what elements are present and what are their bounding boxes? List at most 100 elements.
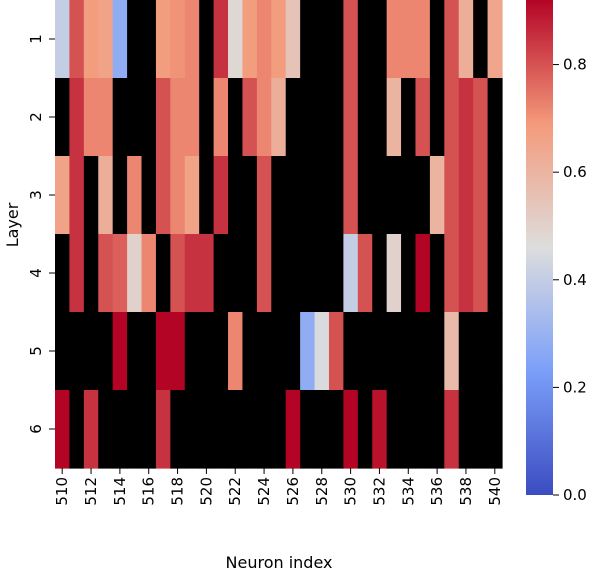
heatmap-cell	[328, 390, 344, 469]
heatmap-cell	[213, 312, 229, 391]
heatmap-cell	[141, 0, 157, 79]
heatmap-cell	[415, 390, 431, 469]
colorbar-tick-label: 0.8	[563, 56, 587, 74]
heatmap-cell	[444, 156, 460, 235]
heatmap-cell	[429, 390, 445, 469]
heatmap-cell	[271, 78, 287, 157]
heatmap-cell	[98, 390, 114, 469]
heatmap-cell	[170, 0, 186, 79]
heatmap-cell	[487, 78, 503, 157]
heatmap-cell	[458, 156, 474, 235]
heatmap-cell	[112, 312, 128, 391]
heatmap-cell	[314, 78, 330, 157]
heatmap-cell	[357, 312, 373, 391]
heatmap-cell	[314, 0, 330, 79]
heatmap-cell	[170, 78, 186, 157]
heatmap-cell	[98, 312, 114, 391]
heatmap-cell	[300, 78, 316, 157]
colorbar-tick-label: 0.6	[563, 163, 587, 181]
heatmap-cell	[213, 78, 229, 157]
heatmap-cell	[184, 390, 200, 469]
heatmap-cell	[343, 0, 359, 79]
heatmap-cell	[69, 78, 85, 157]
heatmap-cell	[112, 234, 128, 313]
heatmap-cell	[141, 156, 157, 235]
heatmap-cell	[444, 234, 460, 313]
heatmap-cell	[285, 78, 301, 157]
x-tick-label: 516	[140, 477, 158, 506]
heatmap-cell	[184, 78, 200, 157]
x-axis-ticks: 510 512 514 516 518 520 522 524 526 528 530 532 534 5…	[53, 468, 504, 506]
heatmap-cell	[127, 156, 143, 235]
heatmap-cell	[184, 0, 200, 79]
heatmap-cell	[444, 0, 460, 79]
heatmap-cell	[199, 156, 215, 235]
y-tick-label: 2	[27, 112, 45, 122]
heatmap-cell	[199, 78, 215, 157]
heatmap-cell	[386, 0, 402, 79]
heatmap-cell	[213, 234, 229, 313]
heatmap-cell	[285, 390, 301, 469]
heatmap-cell	[487, 0, 503, 79]
heatmap-cell	[401, 78, 417, 157]
heatmap-cell	[429, 78, 445, 157]
heatmap-cell	[112, 156, 128, 235]
heatmap-cell	[386, 234, 402, 313]
heatmap-cell	[473, 390, 489, 469]
heatmap-cell	[429, 156, 445, 235]
heatmap-cell	[386, 78, 402, 157]
heatmap-cell	[357, 78, 373, 157]
heatmap-cell	[372, 156, 388, 235]
heatmap-cell	[242, 234, 258, 313]
heatmap-cell	[401, 390, 417, 469]
heatmap-cell	[83, 234, 99, 313]
x-tick-label: 532	[370, 477, 388, 506]
heatmap-cell	[242, 156, 258, 235]
heatmap-cell	[242, 78, 258, 157]
heatmap-cell	[112, 390, 128, 469]
heatmap-cell	[372, 0, 388, 79]
x-tick-label: 522	[226, 477, 244, 506]
heatmap-cell	[328, 234, 344, 313]
heatmap-cell	[55, 390, 71, 469]
heatmap-cell	[285, 234, 301, 313]
heatmap-cell	[328, 78, 344, 157]
heatmap-cell	[458, 390, 474, 469]
heatmap-cell	[228, 312, 244, 391]
heatmap-cell	[372, 312, 388, 391]
heatmap-cell	[271, 156, 287, 235]
heatmap-cell	[256, 234, 272, 313]
heatmap-cell	[473, 156, 489, 235]
x-tick-label: 524	[255, 477, 273, 506]
heatmap-cell	[372, 78, 388, 157]
x-tick-label: 526	[284, 477, 302, 506]
heatmap-cell	[285, 312, 301, 391]
heatmap-cell	[328, 156, 344, 235]
heatmap-cell	[184, 156, 200, 235]
heatmap-cell	[256, 156, 272, 235]
heatmap-cell	[271, 234, 287, 313]
heatmap-cell	[415, 156, 431, 235]
heatmap-cell	[473, 312, 489, 391]
heatmap-cell	[242, 312, 258, 391]
x-tick-label: 538	[457, 477, 475, 506]
heatmap-cell	[314, 156, 330, 235]
heatmap-cell	[98, 78, 114, 157]
heatmap-cell	[127, 390, 143, 469]
heatmap-cell	[429, 234, 445, 313]
heatmap-cell	[271, 390, 287, 469]
heatmap-cell	[256, 78, 272, 157]
heatmap-cell	[473, 234, 489, 313]
heatmap-cell	[155, 312, 171, 391]
y-tick-label: 4	[27, 268, 45, 278]
heatmap-cell	[112, 78, 128, 157]
heatmap-cell	[141, 78, 157, 157]
heatmap-cell	[55, 78, 71, 157]
heatmap-cell	[83, 0, 99, 79]
heatmap-cell	[199, 390, 215, 469]
colorbar	[526, 0, 553, 495]
heatmap-cell	[401, 156, 417, 235]
heatmap-cell	[141, 312, 157, 391]
heatmap-cell	[228, 0, 244, 79]
heatmap-cell	[155, 234, 171, 313]
